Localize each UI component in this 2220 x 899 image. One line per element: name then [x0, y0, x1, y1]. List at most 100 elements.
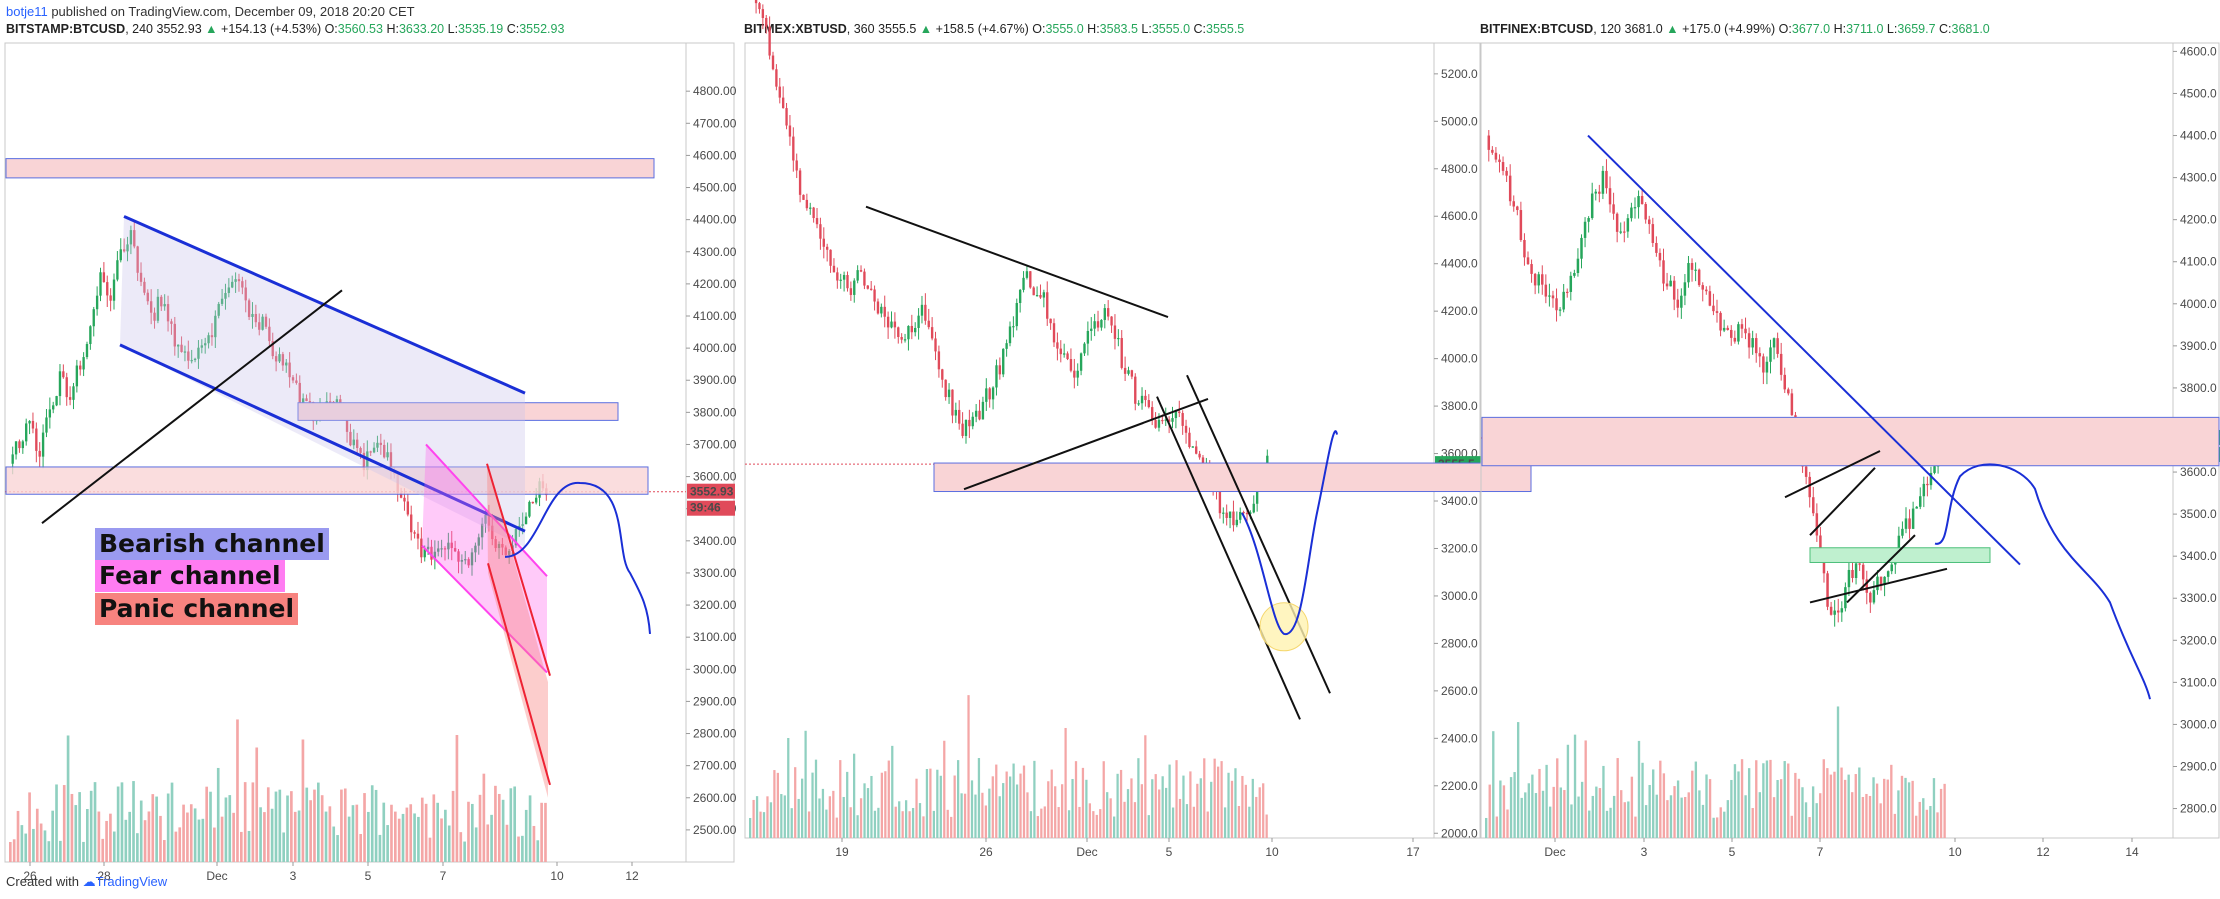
- candle-body: [328, 401, 332, 403]
- y-tick-label: 3600.00: [693, 470, 737, 484]
- volume-bar: [274, 791, 278, 862]
- candle-body: [491, 525, 494, 540]
- volume-bar: [1655, 794, 1658, 838]
- y-tick-label: 3800.0: [1441, 399, 1478, 413]
- candle-body: [1562, 291, 1565, 310]
- candle-body: [1501, 162, 1505, 171]
- chart-canvas[interactable]: 4800.00 4700.00 4600.00 4500.00 4400.00 4300.…: [0, 0, 742, 899]
- volume-bar: [478, 794, 482, 862]
- candle-body: [514, 529, 518, 546]
- author-link[interactable]: botje11: [6, 4, 48, 19]
- volume-bar: [998, 796, 1001, 838]
- last-price: 3552.93: [156, 22, 202, 36]
- resistance-zone: [5, 158, 655, 179]
- volume-bar: [1861, 797, 1865, 838]
- candle-body: [1819, 535, 1822, 554]
- fear-channel-upper: [425, 443, 548, 577]
- volume-bar: [1178, 798, 1182, 838]
- volume-bar: [866, 788, 870, 838]
- volume-bar: [814, 759, 818, 838]
- candle-body: [1911, 508, 1915, 529]
- candle-body: [1573, 272, 1576, 276]
- candle-body: [1130, 370, 1134, 377]
- volume-bar: [1074, 761, 1078, 838]
- volume-bar: [1043, 806, 1046, 838]
- symbol-name[interactable]: BITFINEX:BTCUSD: [1480, 22, 1594, 36]
- volume-bar: [1078, 806, 1081, 838]
- y-tick-label: 3300.0: [2180, 591, 2217, 605]
- candle-body: [379, 442, 383, 445]
- volume-bar: [801, 778, 804, 838]
- volume-bar: [374, 789, 378, 862]
- candle-body: [886, 316, 890, 328]
- symbol-name[interactable]: BITSTAMP:BTCUSD: [6, 22, 126, 36]
- volume-bar: [1765, 760, 1769, 838]
- candle-body: [1120, 337, 1123, 368]
- chart-panel-bitstamp[interactable]: BITSTAMP:BTCUSD, 240 3552.93 ▲ +154.13 (…: [0, 0, 742, 899]
- candle-body: [204, 343, 207, 346]
- chart-canvas[interactable]: 4600.0 4500.0 4400.0 4300.0 4200.0 4100.0 4000…: [1480, 0, 2220, 899]
- y-tick-label: 2900.00: [693, 694, 737, 708]
- volume-bar: [351, 805, 355, 862]
- y-tick-label: 4100.00: [693, 309, 737, 323]
- volume-bar: [1612, 795, 1616, 838]
- volume-bar: [305, 787, 309, 862]
- candle-body: [1225, 512, 1228, 518]
- volume-bar: [1733, 764, 1737, 838]
- volume-bar: [1790, 815, 1793, 838]
- candle-body: [359, 447, 362, 453]
- panic-channel-fill: [487, 463, 548, 798]
- plot-frame: [744, 42, 1481, 839]
- volume-bar: [905, 800, 908, 838]
- interval[interactable]: 240: [132, 22, 154, 36]
- candle-body: [112, 279, 116, 301]
- volume-bar: [382, 802, 386, 862]
- candle-body: [1762, 356, 1765, 373]
- volume-bar: [270, 808, 274, 862]
- volume-bar: [1840, 767, 1843, 838]
- chart-panel-bitmex[interactable]: BITMEX:XBTUSD, 360 3555.5 ▲ +158.5 (+4.6…: [742, 0, 1532, 899]
- candle-body: [281, 354, 285, 366]
- y-tick-label: 4300.00: [693, 245, 737, 259]
- y-tick-label: 2700.00: [693, 759, 737, 773]
- volume-bar: [859, 798, 863, 838]
- interval[interactable]: 360: [853, 22, 875, 36]
- candle-body: [853, 280, 856, 295]
- candle-body: [1052, 323, 1056, 343]
- candle-body: [122, 249, 126, 252]
- volume-bar: [1609, 807, 1612, 838]
- volume-bar: [1868, 795, 1872, 838]
- volume-bar: [1890, 764, 1893, 838]
- volume-bar: [1147, 815, 1150, 838]
- volume-bar: [536, 840, 540, 862]
- volume-bar: [139, 800, 143, 862]
- candle-body: [890, 321, 893, 328]
- volume-bar: [355, 804, 359, 862]
- volume-bar: [1036, 816, 1039, 838]
- volume-bar: [821, 788, 825, 838]
- tradingview-link[interactable]: TradingView: [95, 874, 168, 889]
- y-tick-label: 2000.0: [1441, 826, 1478, 840]
- candle-body: [187, 351, 190, 361]
- candle-body: [504, 547, 507, 555]
- interval[interactable]: 120: [1600, 22, 1622, 36]
- volume-bar: [1171, 807, 1175, 838]
- volume-bar: [309, 800, 312, 862]
- chart-panel-bitfinex[interactable]: BITFINEX:BTCUSD, 120 3681.0 ▲ +175.0 (+4…: [1480, 0, 2220, 899]
- candle-body: [795, 160, 798, 171]
- candle-body: [376, 442, 379, 448]
- volume-bar: [532, 825, 536, 862]
- volume-bar: [977, 758, 981, 838]
- volume-bar: [950, 816, 953, 838]
- volume-bar: [1847, 774, 1850, 838]
- candle-body: [920, 304, 924, 316]
- chart-canvas[interactable]: 5200.0 5000.0 4800.0 4600.0 4400.0 4200.0 4000…: [742, 0, 1532, 899]
- candle-body: [1066, 353, 1069, 360]
- candle-body: [1059, 348, 1062, 355]
- volume-bar: [1092, 811, 1095, 838]
- volume-bar: [528, 795, 532, 862]
- candle-body: [426, 546, 430, 550]
- panic-channel-lower: [487, 563, 551, 786]
- candle-body: [1779, 353, 1783, 375]
- volume-bar: [1570, 804, 1573, 838]
